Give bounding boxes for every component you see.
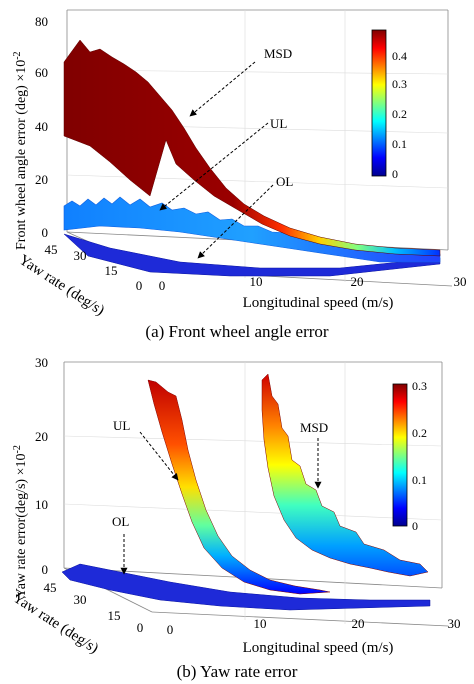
svg-text:Front wheel angle error (deg): Front wheel angle error (deg) ×10-2 bbox=[12, 51, 29, 250]
panel-b-x-tick: 30 bbox=[448, 616, 461, 631]
panel-b-x-tick: 20 bbox=[352, 616, 365, 631]
panel-b-ylabel: Yaw rate error(deg/s) ×10-2 bbox=[12, 445, 29, 598]
panel-b-depth-tick: 0 bbox=[137, 620, 144, 635]
panel-a-x-tick: 0 bbox=[159, 278, 166, 293]
panel-a-colorbar: 0 0.1 0.2 0.3 0.4 bbox=[371, 29, 407, 181]
panel-a-x-tick: 10 bbox=[250, 274, 263, 289]
panel-a-colorbar-tick: 0.4 bbox=[392, 49, 407, 63]
panel-b-x-tick: 0 bbox=[167, 622, 174, 637]
panel-a-x-tick: 30 bbox=[454, 274, 467, 289]
panel-b-x-ticks: 0 10 20 30 bbox=[167, 616, 461, 637]
panel-a-depth-tick: 45 bbox=[45, 242, 58, 257]
panel-a-depth-tick: 30 bbox=[74, 248, 87, 263]
panel-a-z-tick: 20 bbox=[35, 172, 48, 187]
panel-a-ylabel-text: Front wheel angle error (deg) ×10 bbox=[14, 60, 29, 250]
panel-b-depth-tick: 45 bbox=[44, 580, 57, 595]
panel-a-caption: (a) Front wheel angle error bbox=[145, 322, 328, 341]
panel-a-surface-msd bbox=[63, 39, 441, 257]
panel-b-surface-ul bbox=[147, 379, 331, 595]
panel-a-x-tick: 20 bbox=[351, 274, 364, 289]
panel-b-depth-ticks: 45 30 15 0 bbox=[44, 580, 144, 635]
panel-b-colorbar-tick: 0.1 bbox=[412, 473, 427, 487]
panel-a-colorbar-tick: 0 bbox=[392, 167, 398, 181]
panel-b-annotation-ol: OL bbox=[112, 514, 129, 529]
panel-b-z-tick: 20 bbox=[35, 429, 48, 444]
panel-b-depth-label: Yaw rate (deg/s) bbox=[10, 590, 101, 657]
panel-a-ylabel-exp: -2 bbox=[12, 51, 23, 59]
svg-text:Yaw rate error(deg/s) ×10-2: Yaw rate error(deg/s) ×10-2 bbox=[12, 445, 29, 598]
panel-b-colorbar-tick: 0.2 bbox=[412, 426, 427, 440]
panel-b-colorbar: 0 0.1 0.2 0.3 bbox=[392, 379, 427, 533]
panel-a-z-tick: 60 bbox=[35, 65, 48, 80]
panel-b-surface-ol bbox=[61, 563, 431, 611]
panel-a-depth-label: Yaw rate (deg/s) bbox=[16, 252, 107, 319]
panel-a-annotation-ul: UL bbox=[270, 116, 287, 131]
panel-a-z-ticks: 0 20 40 60 80 bbox=[35, 14, 48, 240]
panel-b-ylabel-text: Yaw rate error(deg/s) ×10 bbox=[14, 454, 29, 598]
panel-a-annotation-msd: MSD bbox=[264, 46, 292, 61]
panel-a-colorbar-tick: 0.1 bbox=[392, 137, 407, 151]
panel-a-z-tick: 40 bbox=[35, 119, 48, 134]
panel-a-annotation-ol: OL bbox=[276, 174, 293, 189]
panel-a-depth-ticks: 45 30 15 0 bbox=[45, 242, 143, 293]
panel-b-z-tick: 10 bbox=[35, 497, 48, 512]
panel-b-z-tick: 0 bbox=[42, 562, 49, 577]
panel-b-x-tick: 10 bbox=[254, 616, 267, 631]
panel-b-annotations: UL MSD OL bbox=[112, 418, 328, 575]
panel-b-xlabel: Longitudinal speed (m/s) bbox=[243, 640, 394, 656]
panel-b-ylabel-exp: -2 bbox=[12, 445, 23, 453]
panel-b-depth-tick: 15 bbox=[108, 608, 121, 623]
panel-a-z-tick: 0 bbox=[42, 225, 49, 240]
panel-b-surface-msd bbox=[261, 373, 429, 577]
panel-a-depth-tick: 15 bbox=[105, 263, 118, 278]
panel-b-depth-tick: 30 bbox=[74, 592, 87, 607]
panel-b: UL MSD OL 0 10 20 30 0 10 20 30 45 30 15… bbox=[10, 355, 461, 681]
panel-a-z-tick: 80 bbox=[35, 14, 48, 29]
panel-a: MSD UL OL 0 20 40 60 80 0 10 20 30 45 30… bbox=[12, 9, 467, 341]
panel-a-ylabel: Front wheel angle error (deg) ×10-2 bbox=[12, 51, 29, 250]
panel-b-colorbar-tick: 0.3 bbox=[412, 379, 427, 393]
panel-a-annotations: MSD UL OL bbox=[159, 46, 293, 259]
panel-b-caption: (b) Yaw rate error bbox=[177, 662, 298, 681]
panel-a-depth-tick: 0 bbox=[136, 278, 143, 293]
panel-b-z-ticks: 0 10 20 30 bbox=[35, 355, 48, 577]
panel-b-annotation-msd: MSD bbox=[300, 420, 328, 435]
panel-b-annotation-ul: UL bbox=[113, 418, 130, 433]
panel-b-colorbar-tick: 0 bbox=[412, 519, 418, 533]
panel-b-z-tick: 30 bbox=[35, 355, 48, 370]
panel-a-colorbar-tick: 0.2 bbox=[392, 107, 407, 121]
panel-a-xlabel: Longitudinal speed (m/s) bbox=[243, 295, 394, 311]
panel-a-x-ticks: 0 10 20 30 bbox=[159, 274, 467, 293]
panel-a-colorbar-tick: 0.3 bbox=[392, 77, 407, 91]
